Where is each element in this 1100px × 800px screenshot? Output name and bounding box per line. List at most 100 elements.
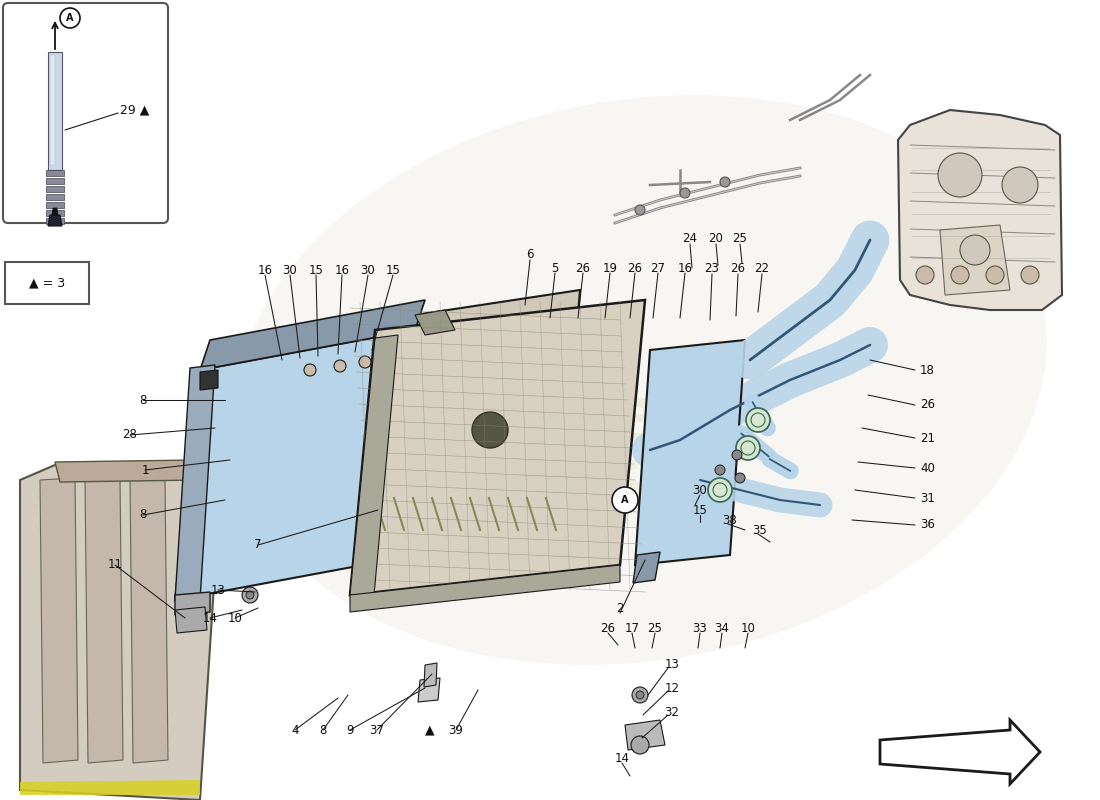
Polygon shape: [55, 460, 200, 482]
Polygon shape: [85, 478, 123, 763]
Polygon shape: [46, 170, 64, 176]
Text: 36: 36: [920, 518, 935, 531]
Polygon shape: [175, 592, 210, 615]
Circle shape: [732, 450, 742, 460]
Text: 26: 26: [730, 262, 746, 274]
Text: 8: 8: [140, 394, 146, 406]
Polygon shape: [418, 678, 440, 702]
Text: 30: 30: [693, 483, 707, 497]
Polygon shape: [175, 607, 207, 633]
Text: 24: 24: [682, 231, 697, 245]
Text: 27: 27: [650, 262, 666, 274]
Circle shape: [612, 487, 638, 513]
Text: 38: 38: [723, 514, 737, 526]
Circle shape: [374, 354, 386, 366]
Text: 16: 16: [257, 263, 273, 277]
Circle shape: [246, 591, 254, 599]
Text: 16: 16: [334, 263, 350, 277]
Polygon shape: [46, 194, 64, 200]
Text: 33: 33: [693, 622, 707, 634]
Text: 5: 5: [551, 262, 559, 274]
Polygon shape: [502, 385, 573, 420]
Text: 25: 25: [733, 231, 747, 245]
Text: 14: 14: [202, 611, 218, 625]
Polygon shape: [46, 202, 64, 208]
Text: A: A: [66, 13, 74, 23]
Circle shape: [746, 408, 770, 432]
Text: 26: 26: [601, 622, 616, 634]
Polygon shape: [390, 510, 572, 548]
Polygon shape: [635, 340, 745, 565]
Text: 39: 39: [449, 723, 463, 737]
Circle shape: [636, 691, 644, 699]
Polygon shape: [175, 365, 214, 600]
Circle shape: [1002, 167, 1038, 203]
Text: 7: 7: [254, 538, 262, 551]
Circle shape: [635, 205, 645, 215]
Text: 16: 16: [678, 262, 693, 274]
Text: 19: 19: [603, 262, 617, 274]
Circle shape: [359, 356, 371, 368]
Polygon shape: [370, 478, 573, 534]
Text: 25: 25: [648, 622, 662, 634]
Text: 26: 26: [920, 398, 935, 411]
Polygon shape: [350, 565, 620, 612]
Polygon shape: [46, 178, 64, 184]
Polygon shape: [48, 52, 62, 170]
Text: 14: 14: [615, 751, 629, 765]
Polygon shape: [505, 430, 575, 467]
Text: 9: 9: [346, 723, 354, 737]
Text: 30: 30: [361, 263, 375, 277]
Text: 28: 28: [122, 429, 138, 442]
Text: 23: 23: [705, 262, 719, 274]
Polygon shape: [40, 478, 78, 763]
Text: 37: 37: [370, 723, 384, 737]
Polygon shape: [419, 443, 483, 498]
Text: 31: 31: [920, 491, 935, 505]
Polygon shape: [415, 310, 455, 335]
Text: 40: 40: [920, 462, 935, 474]
Text: 11: 11: [108, 558, 122, 571]
Text: 35: 35: [752, 523, 768, 537]
Polygon shape: [940, 225, 1010, 295]
Text: 8: 8: [319, 723, 327, 737]
Polygon shape: [466, 445, 493, 516]
Text: 65: 65: [553, 457, 647, 523]
Text: 29 ▲: 29 ▲: [120, 103, 150, 117]
Polygon shape: [52, 208, 58, 215]
Polygon shape: [46, 218, 64, 224]
Text: 15: 15: [309, 263, 323, 277]
Circle shape: [242, 587, 258, 603]
Polygon shape: [502, 440, 547, 509]
Circle shape: [385, 325, 595, 535]
Polygon shape: [175, 330, 415, 600]
Polygon shape: [459, 344, 484, 417]
Text: 17: 17: [625, 622, 639, 634]
Ellipse shape: [233, 95, 1047, 665]
Text: ▲: ▲: [426, 723, 434, 737]
Text: 26: 26: [627, 262, 642, 274]
Polygon shape: [632, 552, 660, 583]
Polygon shape: [405, 422, 476, 447]
Circle shape: [736, 436, 760, 460]
Text: 10: 10: [740, 622, 756, 634]
Polygon shape: [415, 368, 476, 425]
Polygon shape: [20, 780, 200, 795]
Text: 8: 8: [140, 509, 146, 522]
Text: 6: 6: [526, 249, 534, 262]
Circle shape: [472, 412, 508, 448]
Circle shape: [735, 473, 745, 483]
Text: A: A: [621, 495, 629, 505]
Circle shape: [60, 8, 80, 28]
Polygon shape: [424, 663, 437, 687]
Polygon shape: [350, 335, 398, 595]
Text: 32: 32: [664, 706, 680, 718]
Polygon shape: [390, 290, 580, 560]
Text: 2: 2: [616, 602, 624, 614]
Text: utopar: utopar: [417, 383, 704, 457]
Circle shape: [334, 360, 346, 372]
Text: 22: 22: [755, 262, 770, 274]
Text: 30: 30: [283, 263, 297, 277]
Circle shape: [304, 364, 316, 376]
Circle shape: [986, 266, 1004, 284]
